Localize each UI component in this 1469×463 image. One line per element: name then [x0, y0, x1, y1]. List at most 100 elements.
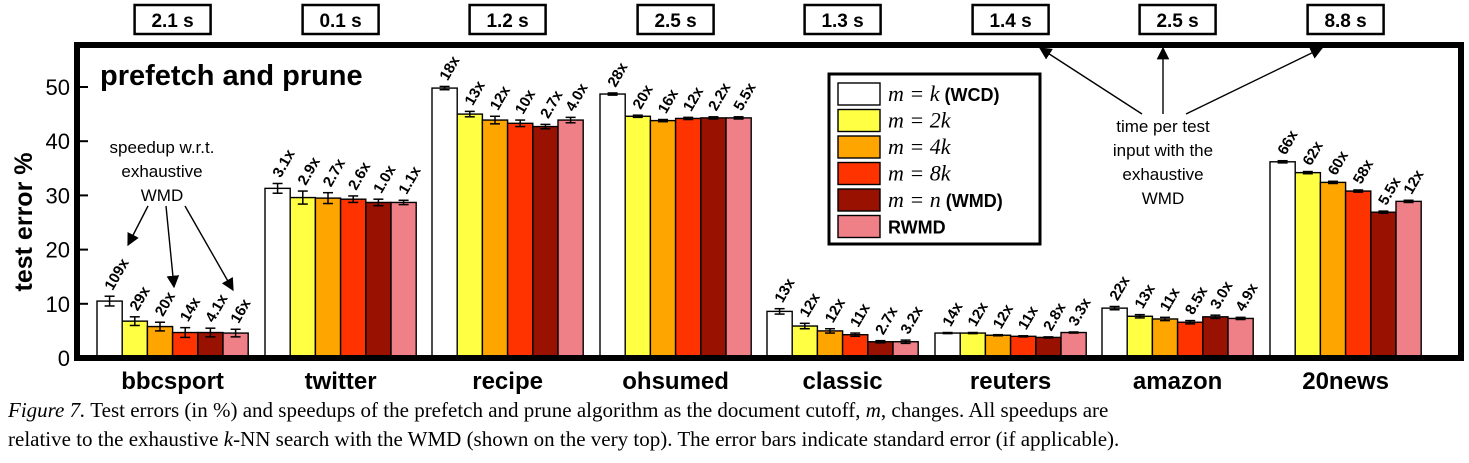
legend-swatch — [837, 214, 881, 239]
category-label: ohsumed — [622, 368, 729, 395]
speedup-annotation: speedup w.r.t. exhaustive WMD — [110, 138, 234, 292]
wmd-time-box — [636, 3, 715, 36]
bar — [339, 198, 367, 359]
plot-frame — [74, 42, 1464, 361]
annotation-arrow — [1185, 47, 1324, 115]
bar — [289, 196, 317, 359]
speedup-label: 12x — [680, 84, 708, 115]
x-axis-category-labels: bbcsport twitter recipe ohsumed classic reute… — [121, 368, 1389, 395]
figure-label: Figure 7. — [8, 398, 86, 422]
bar — [431, 87, 458, 359]
time-annotation: time per test input with the exhaustive WMD — [1038, 46, 1324, 208]
legend: m = k (WCD)m = 2km = 4km = 8km = n (WMD)… — [827, 72, 1042, 246]
bar — [1227, 317, 1254, 359]
bar — [390, 201, 417, 359]
legend-entry: m = 2k — [888, 108, 952, 133]
y-tick-label: 30 — [46, 183, 70, 208]
bar — [314, 197, 342, 359]
time-note-line: input with the — [1113, 141, 1213, 160]
speedup-label: 13x — [462, 78, 490, 109]
speedup-label: 3.3x — [1065, 295, 1095, 329]
legend-entry: m = k (WCD) — [888, 81, 999, 106]
speedup-label: 22x — [1106, 273, 1134, 304]
wmd-time-box — [1306, 3, 1385, 36]
legend-entry: RWMD — [888, 218, 946, 238]
speedup-label: 12x — [797, 290, 825, 321]
category-label: classic — [803, 368, 883, 395]
speedup-label: 13x — [1132, 281, 1160, 312]
speedup-label: 20x — [152, 288, 180, 319]
bar — [959, 332, 987, 359]
speedup-label: 2.8x — [1040, 300, 1070, 334]
speedup-label: 10x — [512, 86, 540, 117]
bar — [481, 119, 509, 359]
speedup-label: 4.0x — [562, 80, 592, 114]
bar — [1035, 336, 1062, 359]
bar — [766, 310, 793, 359]
speedup-label: 4.1x — [202, 291, 232, 325]
bars-layer — [96, 85, 1422, 359]
speedup-note-line: WMD — [141, 186, 183, 205]
legend-swatch — [837, 108, 881, 133]
legend-swatch — [837, 82, 881, 106]
speedup-label: 13x — [771, 275, 799, 306]
speedup-label: 16x — [655, 86, 683, 117]
wmd-time-label: 2.5 s — [654, 11, 696, 32]
bar — [791, 325, 819, 359]
speedup-label: 14x — [177, 294, 205, 325]
wmd-time-boxes: 2.1 s 0.1 s 1.2 s 2.5 s 1.3 s 1.4 s 2.5 s 8.8 s — [133, 3, 1385, 36]
bar — [222, 332, 249, 359]
speedup-label: 1.1x — [395, 163, 425, 197]
speedup-label: 2.2x — [705, 79, 735, 113]
annotation-arrow — [184, 205, 234, 292]
time-note-line: exhaustive — [1122, 165, 1203, 184]
bar — [984, 334, 1012, 359]
bar — [96, 300, 123, 359]
bar — [700, 117, 727, 359]
category-label: recipe — [472, 368, 543, 395]
caption-line2-a: relative to the exhaustive — [8, 427, 224, 451]
speedup-label: 8.5x — [1182, 283, 1212, 317]
category-label: reuters — [970, 368, 1051, 395]
speedup-label: 66x — [1274, 127, 1302, 158]
category-label: twitter — [305, 368, 377, 395]
bar — [624, 115, 652, 359]
bar — [1269, 161, 1296, 359]
bar — [146, 325, 174, 359]
speedup-label: 11x — [1015, 303, 1042, 333]
speedup-label: 3.0x — [1207, 278, 1237, 312]
speedup-label: 16x — [227, 296, 255, 327]
speedup-label: 62x — [1300, 138, 1328, 169]
bar — [1319, 181, 1347, 359]
y-axis: 0 10 20 30 40 50 — [46, 75, 88, 371]
caption-math-k: k — [223, 427, 234, 451]
speedup-note-line: exhaustive — [121, 162, 202, 181]
bar — [725, 117, 752, 359]
category-label: bbcsport — [121, 368, 224, 395]
chart-title: prefetch and prune — [100, 60, 363, 92]
caption-math-m: m — [865, 398, 881, 422]
caption-line2-b: -NN search with the WMD (shown on the ve… — [233, 427, 1120, 451]
time-note-line: WMD — [1142, 189, 1184, 208]
wmd-time-box — [133, 3, 212, 36]
speedup-label: 12x — [965, 299, 993, 330]
wmd-time-label: 2.1 s — [151, 11, 193, 32]
bar — [934, 332, 961, 359]
bar — [1344, 190, 1372, 359]
speedup-label: 2.9x — [295, 154, 325, 188]
category-label: amazon — [1133, 368, 1222, 395]
speedup-label: 1.0x — [370, 162, 400, 196]
bar — [674, 117, 702, 359]
speedup-label: 11x — [847, 300, 874, 330]
bar — [532, 125, 559, 359]
legend-entry: m = n (WMD) — [888, 187, 1003, 212]
wmd-time-label: 8.8 s — [1324, 11, 1366, 32]
bar — [1294, 171, 1322, 359]
speedup-label: 29x — [127, 283, 155, 314]
bar — [1101, 307, 1128, 359]
bar — [1370, 211, 1397, 359]
legend-swatch — [837, 161, 881, 186]
annotation-arrow — [165, 205, 180, 289]
speedup-label: 5.5x — [730, 79, 760, 113]
speedup-label: 2.7x — [872, 303, 902, 337]
